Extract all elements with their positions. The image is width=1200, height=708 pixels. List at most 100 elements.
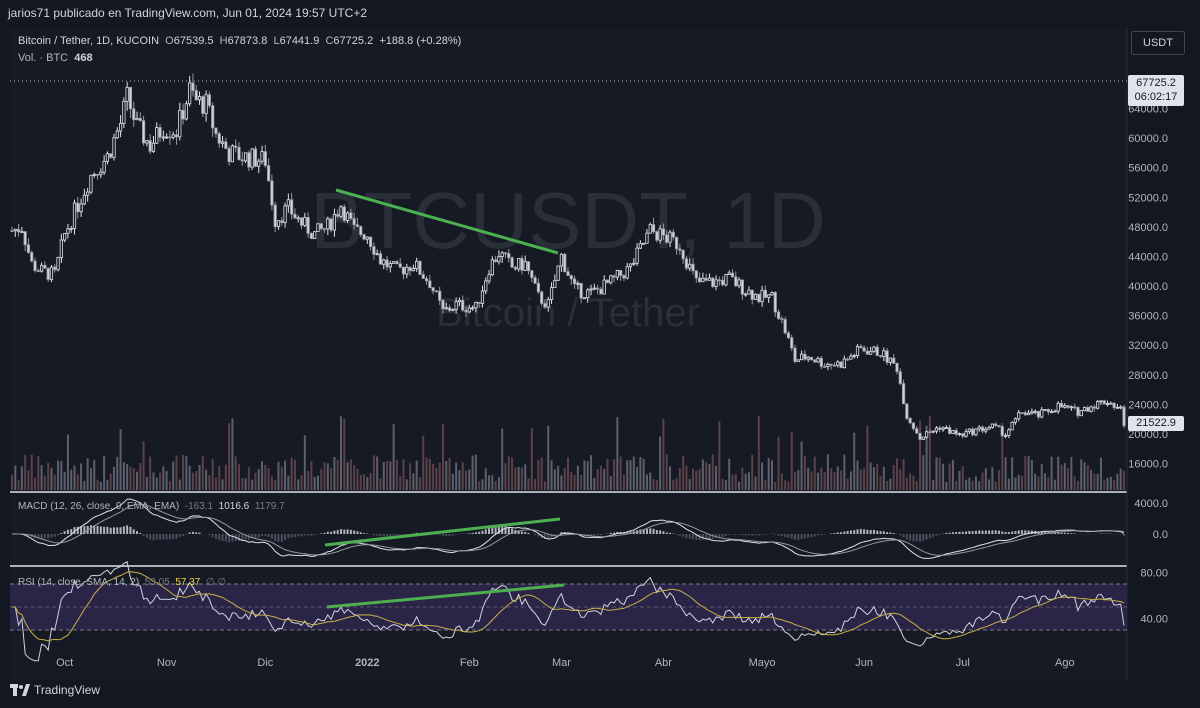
candle-body [401, 266, 406, 275]
volume-bar [711, 454, 714, 490]
volume-bar [1030, 460, 1033, 490]
macd-histogram-bar [63, 531, 66, 534]
volume-bar [93, 459, 96, 490]
macd-histogram-bar [231, 534, 234, 542]
candle-body [408, 266, 412, 272]
macd-histogram-bar [1040, 531, 1043, 534]
macd-histogram-bar [609, 532, 612, 534]
volume-bar [402, 459, 405, 490]
candle-body [82, 194, 86, 205]
macd-histogram-bar [692, 534, 695, 540]
candle-body [895, 362, 899, 373]
macd-histogram-bar [537, 534, 540, 537]
macd-histogram-bar [971, 531, 974, 534]
time-tick-label: Jun [855, 657, 873, 669]
volume-bar [247, 467, 250, 490]
symbol-legend[interactable]: Bitcoin / Tether, 1D, KUCOIN O67539.5 H6… [18, 35, 461, 47]
volume-bar [609, 476, 612, 490]
currency-button[interactable]: USDT [1131, 31, 1185, 55]
candle-body [1109, 402, 1113, 405]
volume-bar [928, 415, 931, 490]
candle-body [385, 259, 389, 268]
macd-legend[interactable]: MACD (12, 26, close, 9, EMA, EMA) -163.1… [18, 501, 285, 512]
candle-body [398, 263, 402, 268]
candle-body [596, 287, 600, 290]
candle-body [967, 428, 971, 433]
volume-bar [1024, 455, 1027, 490]
candle-body [286, 199, 290, 207]
macd-histogram-bar [270, 534, 273, 539]
volume-bar [86, 458, 89, 490]
volume-bar [497, 477, 500, 490]
volume-bar [320, 468, 323, 490]
volume-bar [1040, 463, 1043, 490]
candle-body [191, 82, 195, 91]
volume-bar [863, 468, 866, 490]
volume-bar [780, 473, 783, 490]
macd-histogram-bar [715, 534, 718, 539]
candle-body [1115, 406, 1120, 409]
volume-bar [1103, 480, 1106, 490]
macd-histogram-bar [859, 529, 862, 534]
macd-histogram-bar [359, 532, 362, 534]
candle-body [510, 257, 514, 268]
macd-histogram-bar [330, 531, 333, 534]
rsi-hidden-icons[interactable]: ∅ ∅ [205, 577, 227, 588]
candle-body [303, 217, 307, 226]
macd-histogram-bar [257, 534, 260, 538]
candle-body [823, 366, 827, 368]
candle-body [1059, 402, 1064, 408]
rsi-pane [12, 561, 1125, 662]
macd-histogram-bar [185, 534, 188, 535]
macd-histogram-bar [103, 526, 106, 534]
volume-bar [73, 465, 76, 490]
volume-bar [228, 423, 231, 490]
volume-bar [935, 457, 938, 490]
candle-body [1073, 406, 1077, 409]
volume-bar [632, 456, 635, 490]
volume-bar [981, 472, 984, 490]
volume-bar [754, 476, 757, 490]
candle-body [536, 282, 540, 293]
macd-histogram-bar [297, 534, 300, 537]
macd-histogram-bar [228, 534, 231, 543]
volume-bar [139, 463, 142, 490]
macd-histogram-bar [267, 534, 270, 537]
volume-bar [63, 471, 66, 490]
volume-bar [507, 456, 510, 490]
macd-histogram-bar [300, 534, 303, 537]
volume-bar [784, 480, 787, 490]
volume-bar [468, 469, 471, 490]
volume-bar [856, 460, 859, 490]
tradingview-footer[interactable]: TradingView [10, 683, 100, 697]
macd-histogram-bar [655, 530, 658, 534]
candle-body [33, 260, 37, 271]
macd-histogram-bar [1067, 532, 1070, 534]
candle-body [786, 332, 791, 339]
candle-body [543, 303, 547, 308]
volume-bar [280, 466, 283, 490]
volume-legend[interactable]: Vol. · BTC 468 [18, 52, 93, 64]
chart-area[interactable] [10, 27, 1127, 680]
candle-body [1119, 406, 1123, 409]
close-label: C [325, 35, 334, 47]
volume-bar [919, 420, 922, 490]
candle-body [520, 257, 524, 271]
volume-bar [540, 457, 543, 490]
change-value: +188.8 (+0.28%) [379, 35, 462, 47]
symbol-name: Bitcoin / Tether, 1D, KUCOIN [18, 35, 160, 47]
volume-bar [415, 460, 418, 490]
macd-histogram-bar [241, 534, 244, 541]
candle-body [184, 103, 188, 120]
candle-body [980, 426, 985, 432]
price-tick-label: 60000.0 [1128, 133, 1168, 145]
candle-body [911, 422, 916, 430]
candle-body [86, 191, 90, 196]
macd-histogram-bar [481, 530, 484, 534]
rsi-legend[interactable]: RSI (14, close, SMA, 14, 2) 53.05 57.37 … [18, 577, 226, 588]
candle-body [1082, 407, 1087, 411]
candle-body [625, 266, 629, 279]
volume-bar [1014, 477, 1017, 490]
candle-body [336, 213, 340, 217]
